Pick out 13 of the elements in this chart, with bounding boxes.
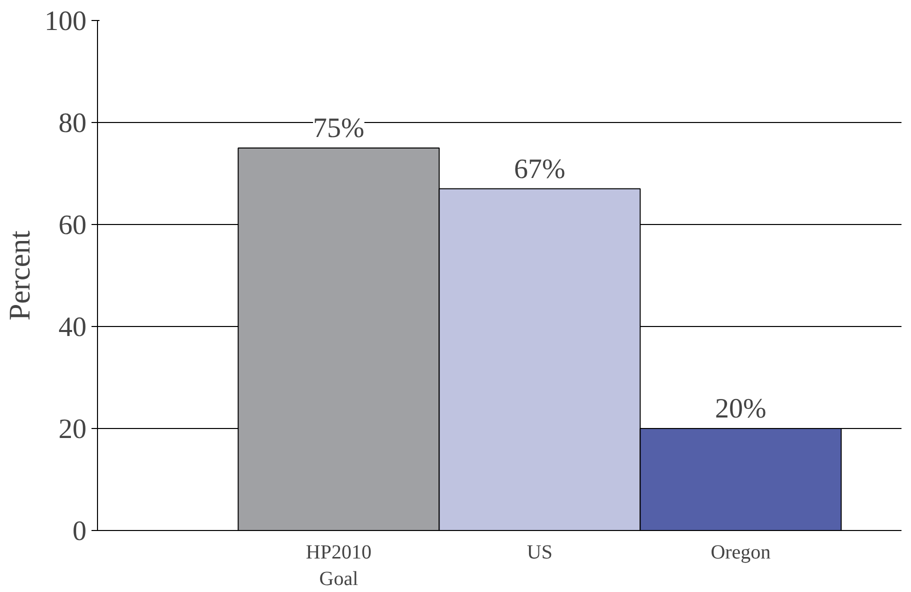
x-tick-label: HP2010 Goal <box>306 542 372 590</box>
x-tick-label: US <box>526 542 552 564</box>
data-label: 75% <box>313 113 364 144</box>
y-tick-label: 40 <box>58 312 86 343</box>
data-label: 20% <box>715 394 766 424</box>
y-tick-label: 60 <box>58 210 86 241</box>
y-tick-label: 20 <box>58 414 86 445</box>
y-tick-label: 100 <box>44 6 86 37</box>
x-tick-label: Oregon <box>710 542 771 564</box>
y-tick-label: 80 <box>58 108 86 139</box>
y-tick-label: 0 <box>72 516 86 547</box>
y-axis-title: Percent <box>4 230 36 320</box>
data-label: 67% <box>514 154 566 185</box>
